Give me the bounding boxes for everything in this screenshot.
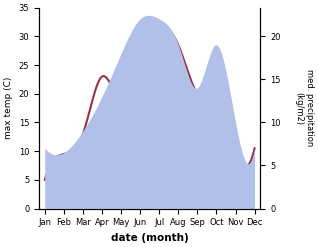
X-axis label: date (month): date (month)	[111, 233, 189, 243]
Y-axis label: max temp (C): max temp (C)	[4, 77, 13, 139]
Y-axis label: med. precipitation
(kg/m2): med. precipitation (kg/m2)	[294, 69, 314, 147]
